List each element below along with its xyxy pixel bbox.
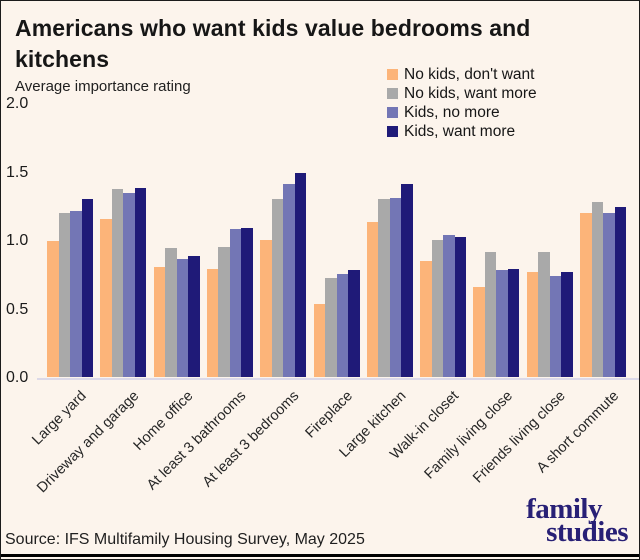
y-axis-tick-label: 1.5 (6, 163, 29, 181)
x-axis-category-label: At least 3 bathrooms (143, 388, 250, 494)
bar (538, 252, 550, 377)
bar (123, 193, 135, 377)
source-note: Source: IFS Multifamily Housing Survey, … (5, 531, 365, 548)
bar (271, 199, 284, 377)
bar (260, 240, 272, 377)
legend-swatch-icon (387, 88, 398, 99)
bar (153, 267, 166, 377)
bar (526, 272, 539, 377)
bar (420, 261, 432, 377)
legend-label: No kids, don't want (404, 65, 535, 83)
y-axis-tick-label: 0.5 (6, 300, 29, 318)
bar (454, 237, 467, 377)
bar (58, 213, 70, 377)
bar (81, 199, 93, 377)
y-axis-tick-label: 2.0 (6, 95, 29, 112)
legend-item: Kids, no more (387, 103, 537, 121)
legend-swatch-icon (387, 107, 398, 118)
bar (389, 198, 402, 377)
bar (188, 256, 200, 377)
legend-swatch-icon (387, 126, 398, 137)
bar (111, 189, 124, 377)
legend-item: Kids, want more (387, 122, 537, 140)
x-axis-category-label: Friends living close (470, 388, 570, 487)
x-axis-line (37, 378, 639, 380)
bar (561, 272, 573, 377)
bar (348, 270, 360, 377)
bar (614, 207, 626, 377)
bottom-divider (1, 554, 639, 557)
bar (507, 269, 520, 377)
legend-label: Kids, want more (404, 122, 516, 140)
logo-line2: studies (546, 516, 628, 548)
bar (241, 228, 253, 377)
bar (325, 278, 337, 377)
bar (443, 235, 455, 377)
bar (134, 188, 147, 377)
x-axis-category-label: Fireplace (302, 388, 356, 442)
bar (496, 270, 508, 377)
legend-label: No kids, want more (404, 84, 537, 102)
legend-label: Kids, no more (404, 103, 500, 121)
bar (206, 269, 219, 377)
legend-item: No kids, want more (387, 84, 537, 102)
bar (294, 173, 307, 377)
legend-item: No kids, don't want (387, 65, 537, 83)
bar (484, 252, 497, 377)
logo-line1: family (526, 493, 602, 525)
bar (100, 219, 112, 377)
bar (313, 304, 325, 377)
y-axis-tick-label: 1.0 (6, 232, 29, 249)
bar (580, 213, 592, 377)
y-axis-tick-label: 0.0 (6, 369, 29, 386)
bar (366, 222, 379, 377)
bar (70, 211, 82, 377)
x-axis-category-label: Driveway and garage (34, 388, 143, 497)
family-studies-logo: family studies (526, 493, 628, 548)
legend: No kids, don't want No kids, want more Kid… (387, 65, 537, 140)
bar (473, 287, 485, 377)
bar (218, 247, 230, 377)
bar (431, 240, 444, 377)
bar (603, 213, 615, 377)
bar (378, 199, 390, 377)
x-axis-category-label: At least 3 bedrooms (200, 388, 303, 491)
bar (591, 202, 603, 377)
chart-title: Americans who want kids value bedrooms a… (15, 15, 531, 72)
legend-swatch-icon (387, 69, 398, 80)
bar (283, 184, 295, 377)
bar (549, 276, 562, 377)
bar (336, 274, 348, 377)
bar (165, 248, 177, 377)
bar (229, 229, 242, 377)
bar (401, 184, 413, 377)
chart-subtitle: Average importance rating (15, 78, 191, 95)
bar (176, 259, 189, 377)
bar (47, 241, 59, 377)
